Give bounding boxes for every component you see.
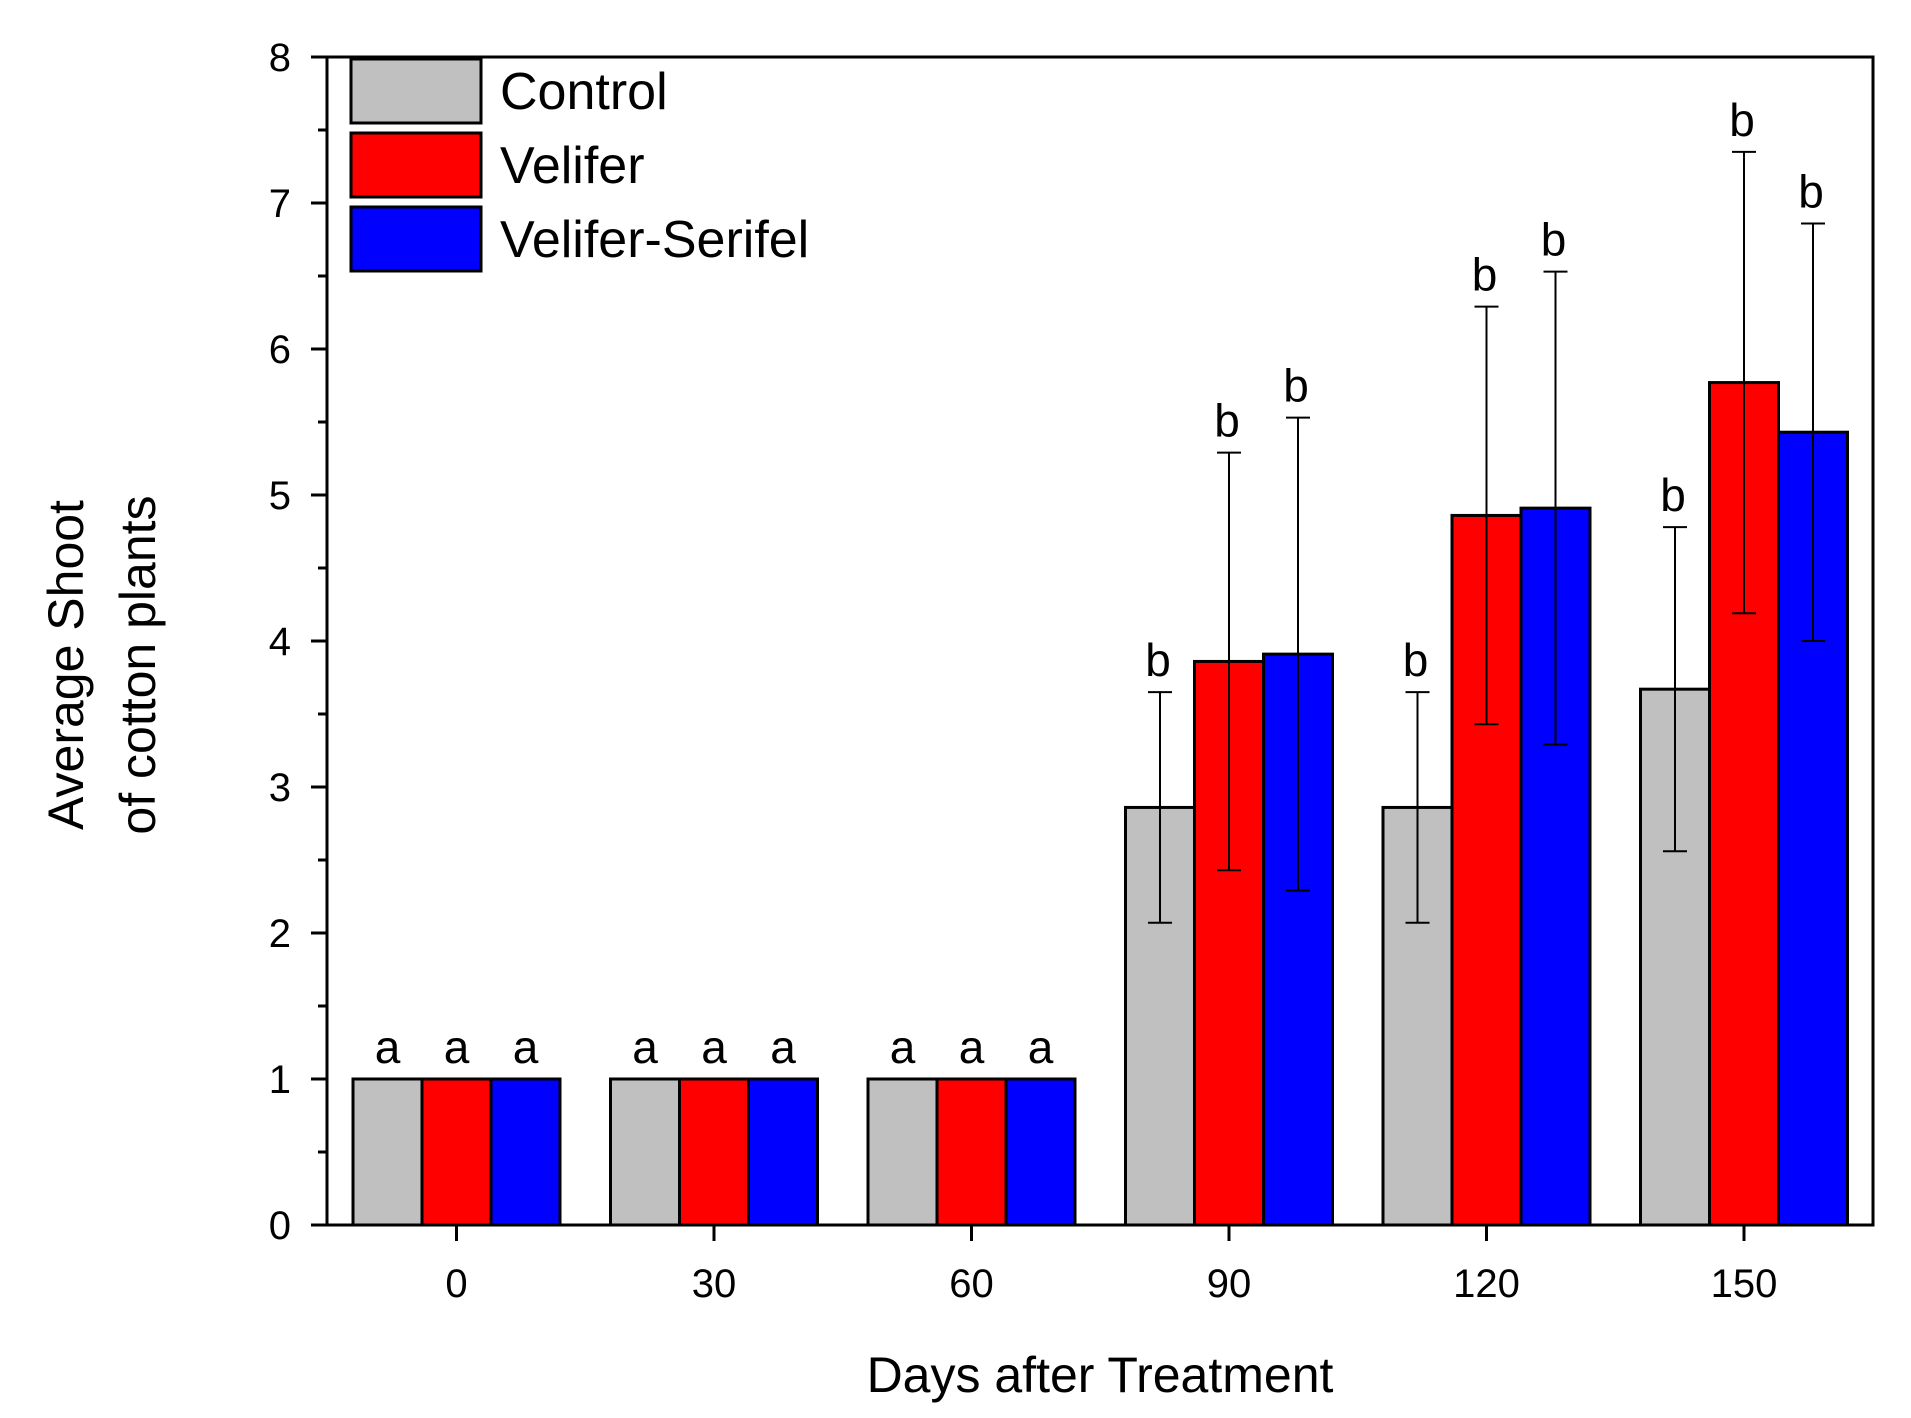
y-tick-label: 8 <box>269 36 291 80</box>
significance-label: b <box>1472 249 1498 301</box>
significance-label: b <box>1214 395 1240 447</box>
significance-label: a <box>770 1021 796 1073</box>
significance-label: a <box>444 1021 470 1073</box>
error-bar-velifer-day-90 <box>1217 451 1241 872</box>
x-tick-label: 150 <box>1711 1262 1778 1306</box>
bar-velifer-serifel-day-30 <box>747 1077 819 1227</box>
x-axis-title: Days after Treatment <box>867 1347 1334 1403</box>
legend-label: Velifer <box>500 137 645 195</box>
bar-control-day-30 <box>609 1077 681 1227</box>
bar-velifer-day-30 <box>678 1077 750 1227</box>
significance-label: b <box>1541 214 1567 266</box>
significance-label: a <box>513 1021 539 1073</box>
error-bar-control-day-120 <box>1405 691 1430 924</box>
y-tick-label: 4 <box>269 620 291 664</box>
error-bar-velifer-day-120 <box>1474 305 1499 726</box>
legend-label: Velifer-Serifel <box>500 211 809 269</box>
error-bar-control-day-150 <box>1663 526 1687 853</box>
y-tick-label: 1 <box>269 1058 291 1102</box>
y-tick-label: 0 <box>269 1204 291 1248</box>
x-tick-label: 30 <box>692 1262 737 1306</box>
significance-label: b <box>1403 634 1429 686</box>
axes-group: 0 1 2 3 4 5 6 7 8 0 30 60 90 120 150 <box>269 36 1778 1306</box>
error-bar-velifer-serifel-day-90 <box>1286 416 1310 892</box>
y-tick-label: 2 <box>269 912 291 956</box>
legend-item-velifer: Velifer <box>349 131 645 199</box>
significance-label: a <box>375 1021 401 1073</box>
x-tick-label: 90 <box>1207 1262 1252 1306</box>
legend-swatch <box>349 57 483 125</box>
y-tick-label: 6 <box>269 328 291 372</box>
y-tick-label: 5 <box>269 474 291 518</box>
bar-velifer-serifel-day-0 <box>489 1077 562 1227</box>
y-axis-title-line-1: Average Shoot <box>38 500 94 830</box>
legend-item-control: Control <box>349 57 668 125</box>
significance-label: b <box>1798 165 1824 217</box>
significance-label: a <box>890 1021 916 1073</box>
error-bars-group <box>1148 150 1825 924</box>
x-tick-label: 60 <box>949 1262 994 1306</box>
bar-velifer-day-0 <box>420 1077 493 1227</box>
significance-label: a <box>959 1021 985 1073</box>
error-bar-velifer-day-150 <box>1732 150 1756 615</box>
legend-item-velifer-serifel: Velifer-Serifel <box>349 205 809 273</box>
y-tick-label: 3 <box>269 766 291 810</box>
error-bar-control-day-90 <box>1148 691 1172 924</box>
significance-label: b <box>1283 360 1309 412</box>
y-tick-label: 7 <box>269 182 291 226</box>
legend-label: Control <box>500 63 668 121</box>
significance-label: b <box>1660 469 1686 521</box>
y-axis-title: Average Shoot of cotton plants <box>38 495 166 834</box>
significance-label: a <box>701 1021 727 1073</box>
significance-label: a <box>632 1021 658 1073</box>
significance-label: b <box>1145 634 1171 686</box>
legend-swatch <box>349 131 483 199</box>
bars-group <box>351 381 1849 1227</box>
significance-label: b <box>1729 94 1755 146</box>
significance-label: a <box>1028 1021 1054 1073</box>
x-tick-label: 120 <box>1453 1262 1520 1306</box>
legend: Control Velifer Velifer-Serifel <box>349 57 809 273</box>
bar-control-day-60 <box>866 1077 939 1227</box>
error-bar-velifer-serifel-day-120 <box>1543 270 1568 746</box>
bar-velifer-serifel-day-60 <box>1004 1077 1077 1227</box>
bar-velifer-day-60 <box>935 1077 1008 1227</box>
bar-control-day-0 <box>351 1077 424 1227</box>
y-axis-title-line-2: of cotton plants <box>110 495 166 834</box>
legend-swatch <box>349 205 483 273</box>
x-tick-label: 0 <box>445 1262 467 1306</box>
error-bar-velifer-serifel-day-150 <box>1801 222 1825 642</box>
